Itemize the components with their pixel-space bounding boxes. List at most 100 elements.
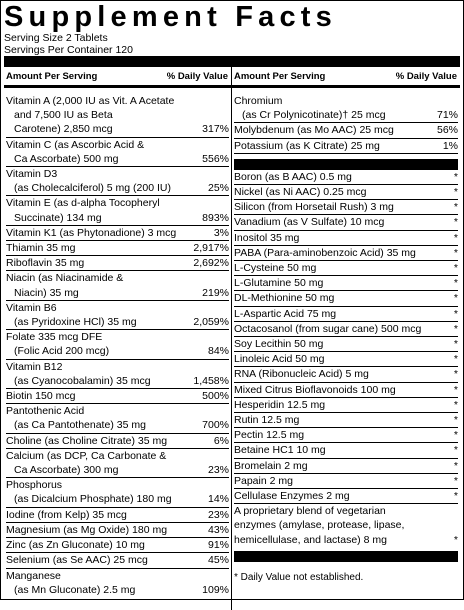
thick-rule [4,56,460,67]
nutrient-name: Betaine HC1 10 mg [234,443,326,457]
nutrient-row: PABA (Para-aminobenzoic Acid) 35 mg * [234,246,458,262]
daily-value: 556% [202,152,229,165]
name-line: Mixed Citrus Bioflavonoids 100 mg [234,383,396,396]
nutrient-row: Soy Lecithin 50 mg * [234,337,458,353]
name-line: A proprietary blend of vegetarian [234,505,386,518]
nutrient-name: Inositol 35 mg [234,231,299,245]
title: Supplement Facts [4,1,337,33]
nutrient-name: L-Cysteine 50 mg [234,261,316,275]
daily-value: 71% [436,109,458,122]
name-line: Phosphorus [6,479,63,492]
name-line: Papain 2 mg [234,474,293,487]
nutrient-row: Niacin (as Niacinamide & Niacin) 35 mg 219… [6,271,229,301]
nutrient-name: Folate 335 mcg DFE (Folic Acid 200 mcg) [6,330,109,358]
name-line: (as Cr Polynicotinate)† 25 mcg [242,109,386,122]
name-line: L-Glutamine 50 mg [234,277,324,290]
nutrient-name: Vitamin C (as Ascorbic Acid & Ca Ascorbat… [6,138,144,166]
nutrient-row: Bromelain 2 mg * [234,459,458,474]
name-line: Vitamin K1 (as Phytonadione) 3 mcg [6,226,177,239]
nutrient-name: Riboflavin 35 mg [6,256,84,270]
daily-value: 6% [213,434,229,447]
nutrient-row: Vitamin B12 (as Cyanocobalamin) 35 mcg 1,4… [6,360,229,390]
nutrient-name: Zinc (as Zn Gluconate) 10 mg [6,538,145,552]
name-line: Boron (as B AAC) 0.5 mg [234,170,352,183]
nutrient-row: Thiamin 35 mg 2,917% [6,241,229,257]
nutrient-row: Molybdenum (as Mo AAC) 25 mcg 56% [234,123,458,139]
daily-value: 91% [207,539,229,552]
nutrient-name: Hesperidin 12.5 mg [234,398,325,412]
name-line: Inositol 35 mg [234,231,300,244]
nutrient-name: Papain 2 mg [234,474,293,488]
nutrient-row: RNA (Ribonucleic Acid) 5 mg * [234,367,458,383]
name-line: Selenium (as Se AAC) 25 mcg [6,554,148,567]
right-group: Chromium (as Cr Polynicotinate)† 25 mcg 71… [234,94,458,154]
amount-header: Amount Per Serving [6,71,98,82]
name-line: Manganese [6,569,61,582]
name-line: Ca Ascorbate) 300 mg [14,464,119,477]
nutrient-row: Phosphorus (as Dicalcium Phosphate) 180 m… [6,478,229,508]
nutrient-name: Vitamin D3 (as Cholecalciferol) 5 mg (200… [6,167,171,195]
column-header: Amount Per Serving % Daily Value Amount P… [4,67,460,88]
nutrient-name: Soy Lecithin 50 mg [234,337,323,351]
name-line: enzymes (amylase, protease, lipase, [234,519,405,532]
nutrient-row: Vitamin D3 (as Cholecalciferol) 5 mg (200… [6,167,229,197]
nutrient-row: Cellulase Enzymes 2 mg * [234,489,458,505]
name-line: Silicon (from Horsetail Rush) 3 mg [234,201,394,214]
nutrient-name: Vitamin A (2,000 IU as Vit. A Acetate and… [6,94,174,137]
daily-value: 1,458% [193,374,229,387]
daily-value: 2,059% [193,316,229,329]
daily-value: 700% [202,419,229,432]
nutrient-name: Vitamin B6 (as Pyridoxine HCl) 35 mg [6,301,137,329]
nutrient-row: Vitamin B6 (as Pyridoxine HCl) 35 mg 2,059… [6,301,229,331]
nutrient-row: Boron (as B AAC) 0.5 mg * [234,170,458,186]
nutrient-row: Pantothenic Acid (as Ca Pantothenate) 35 … [6,404,229,434]
daily-value: * [453,338,458,351]
name-line: (as Mn Gluconate) 2.5 mg [14,583,136,596]
nutrient-row: Manganese (as Mn Gluconate) 2.5 mg 109% [6,569,229,597]
daily-value: * [453,459,458,472]
daily-value: 317% [202,123,229,136]
name-line: Vanadium (as V Sulfate) 10 mcg [234,216,385,229]
daily-value: 23% [207,464,229,477]
nutrient-name: A proprietary blend of vegetarian enzymes… [234,504,404,547]
daily-value: * [453,277,458,290]
daily-value: * [453,368,458,381]
left-header: Amount Per Serving % Daily Value [4,67,232,85]
name-line: L-Cysteine 50 mg [234,262,317,275]
name-line: L-Aspartic Acid 75 mg [234,307,337,320]
daily-value: 219% [202,286,229,299]
nutrient-row: L-Cysteine 50 mg * [234,261,458,277]
nutrient-row: Zinc (as Zn Gluconate) 10 mg 91% [6,538,229,554]
daily-value: * [453,533,458,546]
nutrient-row: Folate 335 mcg DFE (Folic Acid 200 mcg) 84… [6,330,229,360]
daily-value: 56% [436,124,458,137]
nutrient-row: Iodine (from Kelp) 35 mcg 23% [6,508,229,523]
daily-value: 23% [207,508,229,521]
daily-value: 3% [213,226,229,239]
daily-value: * [453,383,458,396]
nutrient-name: Molybdenum (as Mo AAC) 25 mcg [234,123,394,137]
daily-value: * [453,444,458,457]
daily-value: 893% [202,211,229,224]
nutrient-row: Magnesium (as Mg Oxide) 180 mg 43% [6,523,229,539]
name-line: Calcium (as DCP, Ca Carbonate & [6,449,167,462]
nutrient-row: Vitamin A (2,000 IU as Vit. A Acetate and… [6,94,229,138]
nutrient-name: Pectin 12.5 mg [234,428,304,442]
nutrient-name: Bromelain 2 mg [234,459,308,473]
name-line: Chromium [234,95,283,107]
daily-value: * [453,216,458,229]
nutrient-name: Cellulase Enzymes 2 mg [234,489,350,503]
nutrient-row: Mixed Citrus Bioflavonoids 100 mg * [234,383,458,398]
daily-value: * [453,186,458,199]
nutrient-row: Potassium (as K Citrate) 25 mg 1% [234,139,458,154]
daily-value: 109% [202,583,229,596]
nutrient-row: L-Aspartic Acid 75 mg * [234,307,458,322]
nutrient-name: L-Aspartic Acid 75 mg [234,307,336,321]
name-line: Vitamin C (as Ascorbic Acid & [6,138,145,151]
name-line: Ca Ascorbate) 500 mg [14,152,119,165]
amount-header: Amount Per Serving [234,71,326,82]
daily-value: * [453,201,458,214]
daily-value: 43% [207,523,229,536]
name-line: Riboflavin 35 mg [6,257,85,270]
